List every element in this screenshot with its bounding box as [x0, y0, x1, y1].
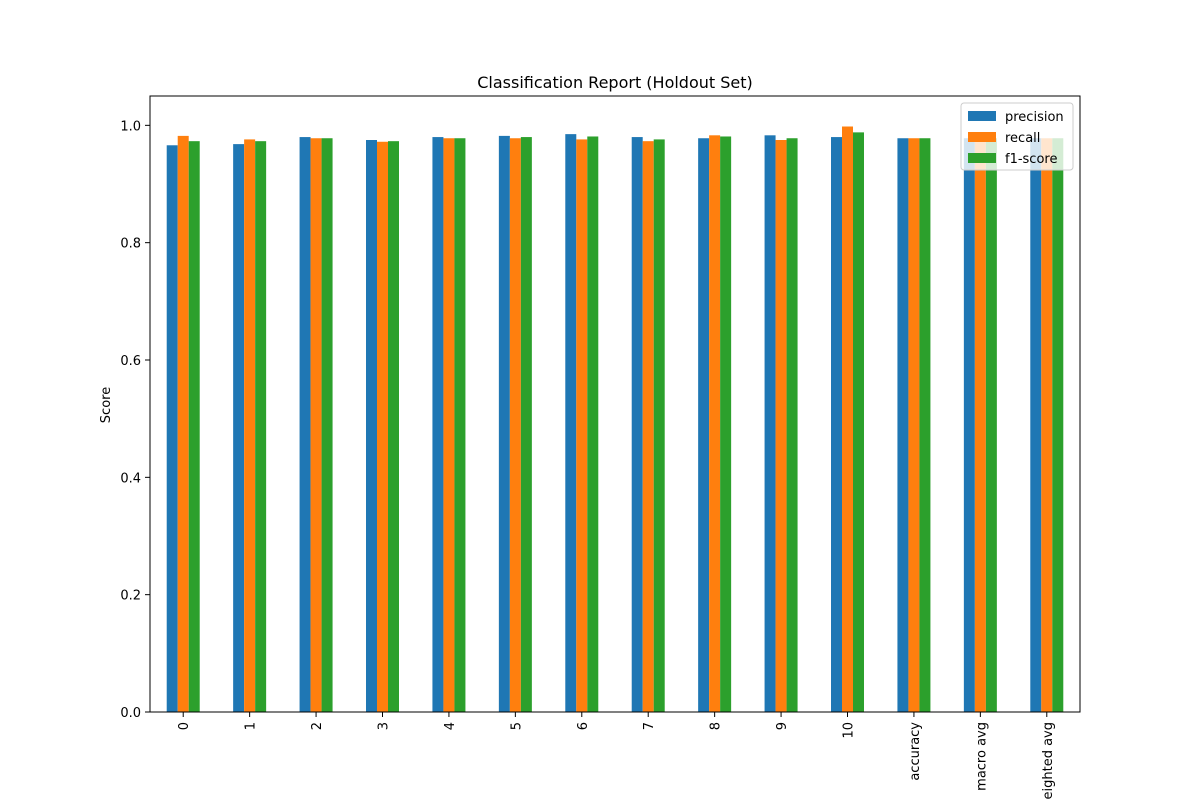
bar-precision-10 — [831, 137, 842, 712]
x-tick-label: 10 — [842, 722, 857, 739]
x-tick-label: 5 — [509, 722, 524, 730]
x-tick-label: 1 — [244, 722, 259, 730]
x-tick-label: 9 — [775, 722, 790, 730]
x-tick-label: macro avg — [974, 722, 989, 791]
bar-precision-1 — [233, 144, 245, 713]
bar-precision-7 — [631, 137, 643, 712]
bar-precision-3 — [366, 140, 377, 712]
bar-recall-3 — [377, 141, 388, 712]
legend-label-f1-score: f1-score — [1005, 152, 1057, 167]
x-tick-label: 4 — [443, 722, 458, 730]
bar-f1-score-4 — [454, 138, 466, 713]
bar-f1-score-macro-avg — [985, 138, 997, 713]
bar-recall-2 — [310, 138, 322, 713]
bar-precision-8 — [698, 138, 710, 713]
bar-precision-accuracy — [897, 138, 909, 713]
bar-recall-weighted-avg — [1041, 138, 1053, 713]
bar-recall-1 — [244, 139, 256, 712]
bar-f1-score-1 — [255, 141, 267, 713]
bar-f1-score-accuracy — [919, 138, 931, 713]
x-tick-label: 6 — [576, 722, 591, 730]
chart-title: Classification Report (Holdout Set) — [477, 73, 753, 92]
legend: precision recall f1-score — [960, 102, 1074, 171]
bar-recall-10 — [842, 126, 853, 712]
bar-f1-score-10 — [853, 132, 864, 712]
y-tick-label: 1.0 — [120, 119, 141, 134]
bar-f1-score-weighted-avg — [1052, 138, 1064, 713]
bar-recall-4 — [443, 138, 455, 713]
bar-precision-4 — [432, 137, 444, 712]
bar-recall-macro-avg — [974, 138, 986, 713]
bar-f1-score-3 — [388, 141, 399, 713]
bar-recall-5 — [509, 138, 521, 713]
bar-precision-2 — [299, 137, 311, 712]
x-tick-label: 8 — [709, 722, 724, 730]
x-tick-label: 2 — [310, 722, 325, 730]
bar-recall-6 — [576, 139, 588, 712]
bar-f1-score-2 — [321, 138, 333, 713]
bar-f1-score-6 — [587, 136, 599, 713]
bar-precision-9 — [764, 135, 776, 712]
x-tick-label: 7 — [642, 722, 657, 730]
bar-precision-6 — [565, 134, 577, 712]
bar-f1-score-8 — [720, 136, 732, 713]
x-tick-label: accuracy — [908, 722, 923, 781]
x-tick-label: weighted avg — [1041, 722, 1056, 800]
legend-label-precision: precision — [1005, 110, 1064, 125]
y-tick-label: 0.8 — [120, 237, 141, 252]
bar-f1-score-9 — [786, 138, 798, 713]
x-tick-label: 0 — [177, 722, 192, 730]
ticks-layer: 0.0 0.2 0.4 0.6 0.8 1.0 0 1 2 3 4 5 6 7 8 9 10 accuracy ma… — [120, 119, 1055, 800]
bar-precision-0 — [166, 145, 178, 712]
y-axis-label: Score — [99, 387, 114, 423]
bar-f1-score-0 — [188, 141, 200, 713]
x-tick-label: 3 — [377, 722, 392, 730]
y-tick-label: 0.6 — [120, 354, 141, 369]
legend-swatch-f1-score — [968, 153, 996, 163]
bar-precision-5 — [498, 135, 510, 712]
legend-label-recall: recall — [1005, 131, 1040, 146]
bars-layer — [166, 126, 1064, 713]
bar-recall-9 — [775, 140, 787, 712]
plot-frame — [149, 95, 1081, 713]
y-tick-label: 0.2 — [120, 589, 141, 604]
legend-swatch-precision — [968, 111, 996, 121]
bar-f1-score-7 — [653, 139, 665, 712]
bar-precision-macro-avg — [963, 138, 975, 713]
bar-recall-0 — [177, 135, 189, 712]
bar-recall-8 — [709, 135, 721, 712]
bar-recall-7 — [642, 141, 654, 713]
bar-precision-weighted-avg — [1030, 138, 1042, 713]
bar-recall-accuracy — [908, 138, 920, 713]
y-tick-label: 0.0 — [120, 706, 141, 721]
legend-swatch-recall — [968, 132, 996, 142]
bar-f1-score-5 — [520, 137, 532, 712]
y-tick-label: 0.4 — [120, 471, 141, 486]
